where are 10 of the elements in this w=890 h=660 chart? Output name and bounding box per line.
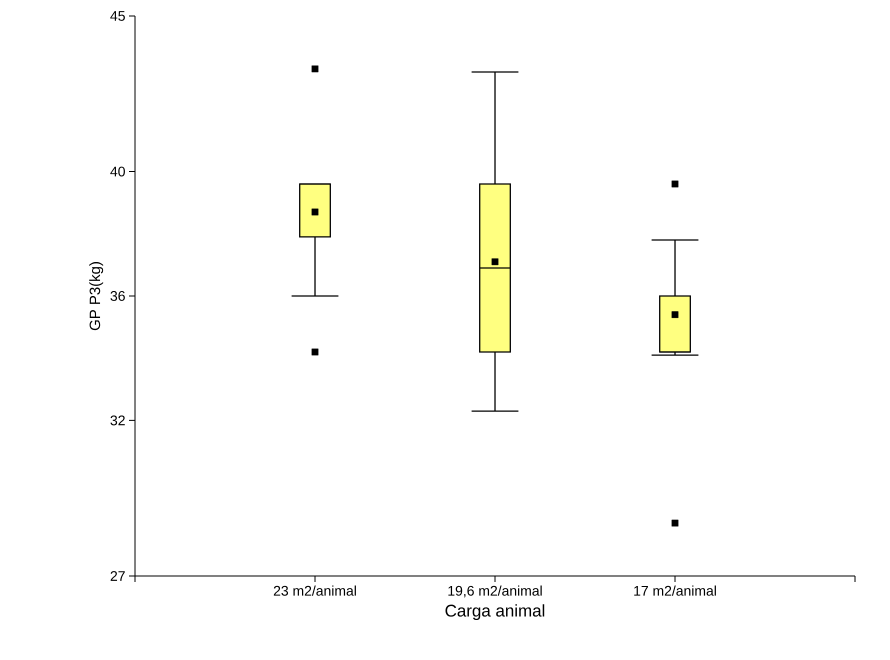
y-tick-label: 32 <box>110 415 125 426</box>
x-tick-label: 23 m2/animal <box>274 586 356 596</box>
y-tick-label: 27 <box>110 571 125 581</box>
x-axis-title: Carga animal <box>446 604 544 620</box>
x-tick-label: 19,6 m2/animal <box>448 586 542 598</box>
y-axis-title: GP P3(kg) <box>89 262 104 330</box>
y-tick-label: 40 <box>110 166 125 176</box>
y-tick-label: 45 <box>110 11 125 21</box>
x-tick-label: 17 m2/animal <box>634 586 716 596</box>
y-tick-label: 36 <box>110 291 125 301</box>
